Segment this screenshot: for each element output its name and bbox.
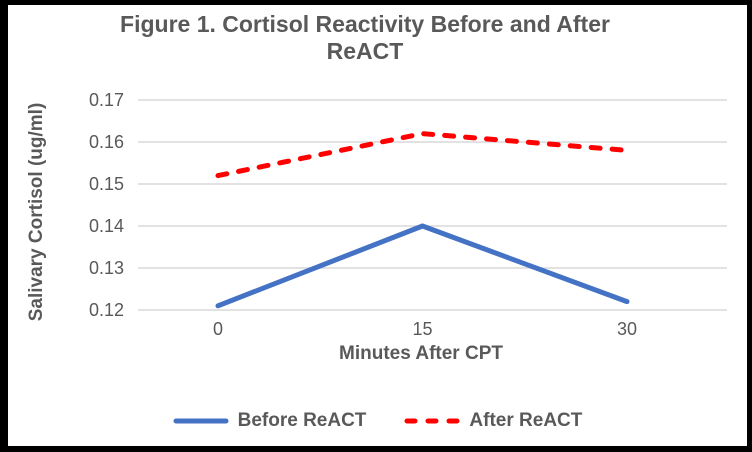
legend: Before ReACT After ReACT	[8, 408, 747, 434]
legend-label-before-react: Before ReACT	[237, 410, 367, 431]
chart-title-line2: ReACT	[326, 38, 404, 64]
series-line-before-react	[215, 223, 630, 309]
x-tick-label: 0	[212, 319, 223, 339]
x-axis-title: Minutes After CPT	[339, 343, 503, 364]
series-line-after-react	[215, 131, 630, 179]
legend-line-solid-icon	[173, 418, 229, 424]
y-tick-label: 0.12	[88, 300, 124, 320]
x-tick-label: 15	[412, 319, 433, 339]
y-tick-label: 0.14	[88, 216, 124, 236]
legend-item-before-react: Before ReACT	[173, 408, 367, 434]
y-tick-label: 0.13	[88, 258, 124, 278]
chart-title: Figure 1. Cortisol Reactivity Before and…	[0, 11, 730, 65]
x-tick-label: 30	[616, 319, 638, 339]
chart-title-line1: Figure 1. Cortisol Reactivity Before and…	[120, 11, 610, 37]
y-tick-label: 0.15	[88, 174, 124, 194]
legend-label-after-react: After ReACT	[469, 410, 583, 431]
y-tick-label: 0.16	[88, 132, 124, 152]
legend-item-after-react: After ReACT	[404, 408, 582, 434]
legend-line-dashed-icon	[404, 418, 460, 424]
y-tick-label: 0.17	[88, 90, 124, 110]
